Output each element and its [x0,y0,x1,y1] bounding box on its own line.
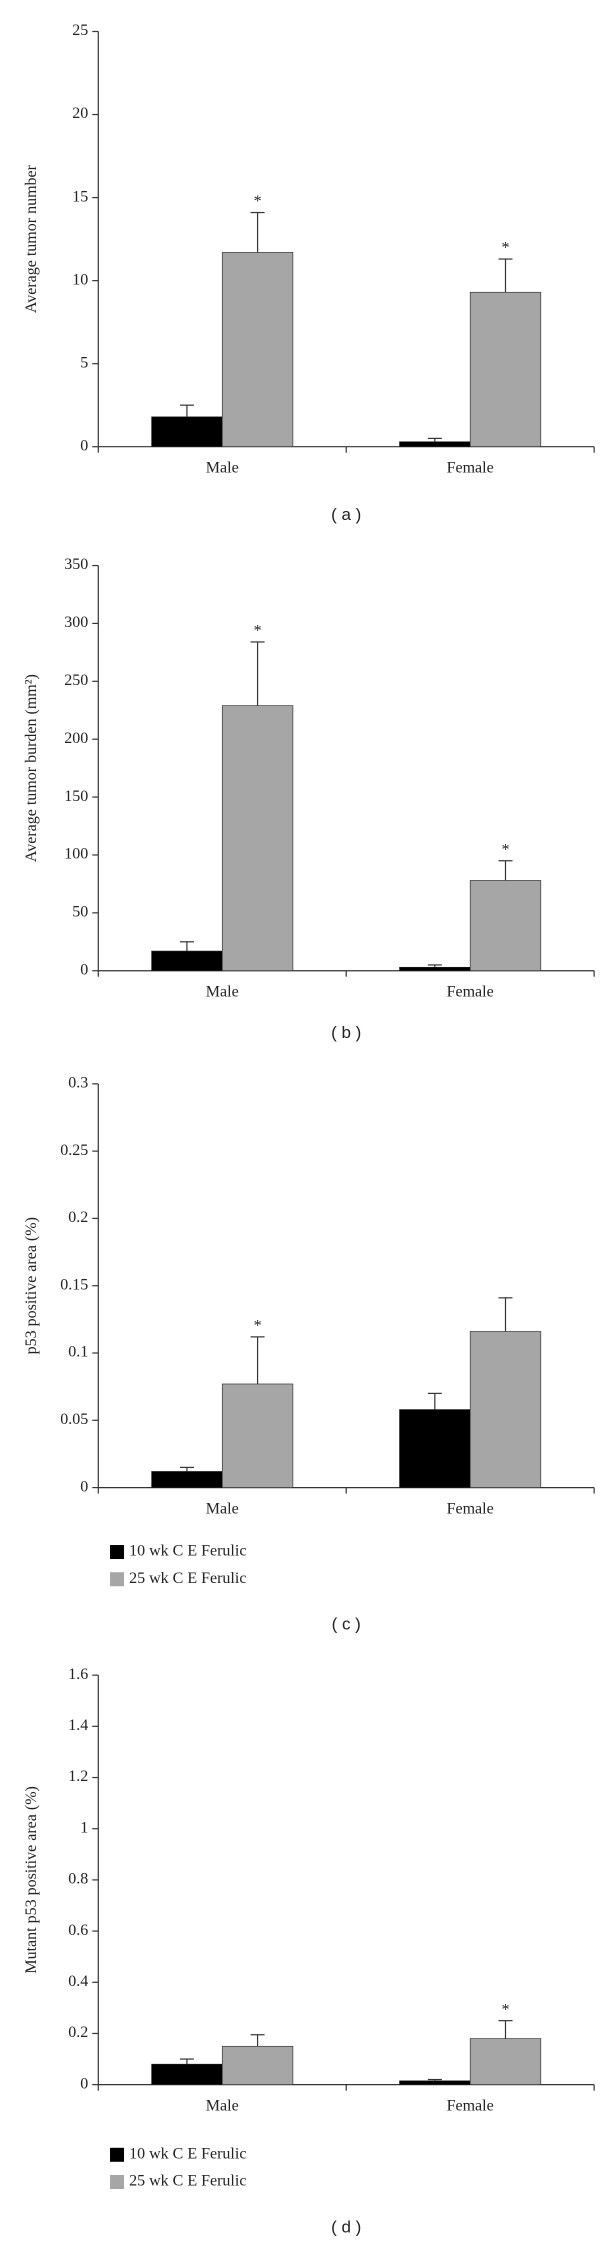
x-tick-label: Male [206,459,239,476]
y-tick-label: 15 [72,188,88,205]
x-tick-label: Female [447,1500,494,1517]
bar [399,2080,471,2085]
x-tick-label: Female [447,2097,494,2114]
significance-marker: * [502,240,510,257]
bar [151,2063,223,2085]
legend-label: 10 wk C E Ferulic [129,1543,246,1560]
significance-marker: * [254,623,262,640]
bar [221,2045,294,2085]
bar [469,880,542,972]
bar [399,1409,471,1488]
y-tick-label: 200 [64,730,88,747]
y-tick-label: 10 [72,271,88,288]
legend-label: 25 wk C E Ferulic [129,1570,246,1587]
legend-label: 10 wk C E Ferulic [129,2145,246,2162]
bar [221,1383,294,1488]
y-tick-label: 0.25 [60,1142,88,1159]
panel-caption: ( a ) [331,505,361,524]
bar [221,252,294,448]
y-axis-label: Mutant p53 positive area (%) [23,1786,40,1974]
bar [399,966,471,972]
y-tick-label: 0.4 [68,1973,88,1990]
y-tick-label: 350 [64,556,88,573]
y-tick-label: 0 [80,961,88,978]
y-tick-label: 25 [72,22,88,39]
y-tick-label: 1.6 [68,1666,88,1683]
bar [151,950,223,972]
y-tick-label: 0.15 [60,1276,88,1293]
y-tick-label: 0 [80,437,88,454]
x-tick-label: Female [447,459,494,476]
y-axis-label: Average tumor burden (mm²) [23,674,40,862]
y-tick-label: 250 [64,672,88,689]
y-tick-label: 300 [64,614,88,631]
significance-marker: * [254,193,262,210]
y-tick-label: 1.4 [68,1717,88,1734]
bar [151,1471,223,1488]
y-tick-label: 0.6 [68,1922,88,1939]
x-tick-label: Male [206,1500,239,1517]
legend-swatch [110,2147,125,2162]
panel-caption: ( b ) [331,1023,361,1042]
y-tick-label: 0.3 [68,1075,88,1092]
y-tick-label: 1.2 [68,1768,88,1785]
y-tick-label: 100 [64,846,88,863]
y-tick-label: 150 [64,788,88,805]
y-tick-label: 1 [80,1819,88,1836]
legend-label: 25 wk C E Ferulic [129,2173,246,2190]
y-tick-label: 20 [72,105,88,122]
y-tick-label: 0.05 [60,1411,88,1428]
y-tick-label: 0.2 [68,2024,88,2041]
legend-swatch [110,1545,125,1560]
bar [469,1331,542,1488]
significance-marker: * [254,1318,262,1335]
y-tick-label: 0 [80,2075,88,2092]
bar [469,291,542,448]
panel-caption: ( d ) [331,2217,361,2236]
y-tick-label: 50 [72,904,88,921]
y-tick-label: 0.8 [68,1871,88,1888]
bar [151,416,223,448]
significance-marker: * [502,2001,510,2018]
panel-caption: ( c ) [332,1615,361,1634]
x-tick-label: Male [206,2097,239,2114]
y-tick-label: 0.2 [68,1209,88,1226]
bar [221,705,294,972]
y-tick-label: 0 [80,1478,88,1495]
significance-marker: * [502,841,510,858]
y-tick-label: 0.1 [68,1344,88,1361]
x-tick-label: Male [206,983,239,1000]
legend-swatch [110,1572,125,1587]
bar [469,2038,542,2085]
y-axis-label: p53 positive area (%) [23,1217,40,1354]
y-tick-label: 5 [80,354,88,371]
legend-swatch [110,2175,125,2190]
y-axis-label: Average tumor number [23,164,40,313]
x-tick-label: Female [447,983,494,1000]
bar [399,441,471,448]
